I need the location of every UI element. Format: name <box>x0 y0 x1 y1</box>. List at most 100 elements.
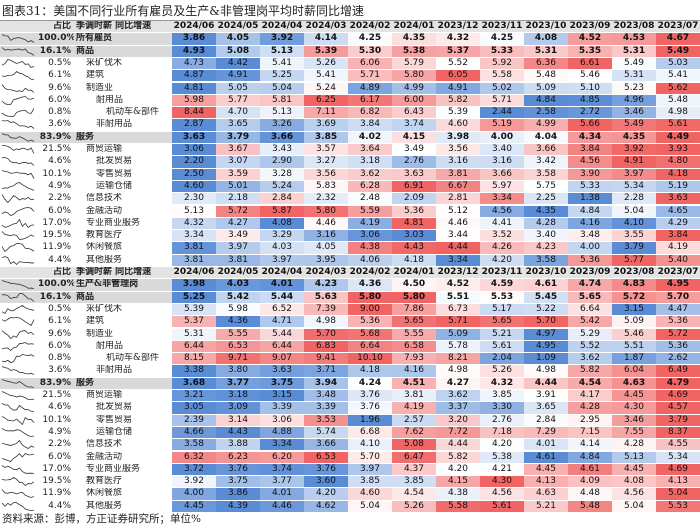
date-header: 2023/08 <box>612 21 656 33</box>
name-cell: 零售贸易 <box>96 168 133 179</box>
value-cell: 3.43 <box>260 144 304 156</box>
share-cell: 6.0% <box>48 205 71 216</box>
name-cell: 建筑 <box>86 316 105 327</box>
data-row: 4.9% 运输仓储 4.66 4.43 4.88 5.74 6.68 7.62 7.72 7.18… <box>0 426 700 440</box>
value-cell: 4.32 <box>172 217 216 230</box>
value-cell: 2.44 <box>480 107 524 119</box>
value-cell: 4.05 <box>304 242 348 254</box>
value-cell: 3.97 <box>260 254 304 266</box>
sparkline-path <box>1 304 35 314</box>
value-cell: 6.53 <box>216 340 260 353</box>
name-cell: 运输仓储 <box>96 426 133 437</box>
value-cell: 3.90 <box>568 168 612 180</box>
value-cell: 6.64 <box>348 340 392 353</box>
value-cell: 5.42 <box>216 291 260 303</box>
value-cell: 2.81 <box>436 193 480 205</box>
name-cell: 非耐用品 <box>96 365 133 376</box>
value-cell: 4.61 <box>524 279 568 291</box>
value-cell: 4.56 <box>568 156 612 168</box>
value-cell: 5.40 <box>656 254 700 266</box>
value-cell: 7.18 <box>480 426 524 439</box>
sparkline <box>1 464 35 474</box>
name-header: 季调时薪 同比增速 <box>74 21 172 33</box>
sparkline-path <box>1 255 34 265</box>
value-cell: 4.01 <box>260 279 304 291</box>
value-cell: 5.70 <box>348 451 392 463</box>
value-cell: 6.83 <box>304 340 348 353</box>
share-cell: 16.1% <box>38 45 74 57</box>
value-cell: 4.18 <box>392 254 436 266</box>
value-cell: 4.60 <box>436 119 480 131</box>
value-cell: 3.16 <box>436 156 480 168</box>
date-header: 2024/05 <box>216 21 260 33</box>
sparkline <box>1 206 35 216</box>
value-cell: 7.72 <box>436 426 480 439</box>
value-cell: 3.30 <box>480 402 524 414</box>
name-cell: 休闲餐旅 <box>86 242 123 253</box>
date-header: 2024/06 <box>172 21 216 33</box>
value-cell: 5.17 <box>480 303 524 316</box>
value-cell: 6.06 <box>348 57 392 70</box>
value-cell: 3.88 <box>216 439 260 451</box>
value-cell: 5.49 <box>612 57 656 70</box>
date-header: 2023/10 <box>524 21 568 33</box>
value-cell: 4.04 <box>524 131 568 143</box>
value-cell: 3.92 <box>260 33 304 45</box>
value-cell: 2.04 <box>480 353 524 365</box>
value-cell: 4.19 <box>348 217 392 230</box>
share-cell: 19.5% <box>42 230 71 241</box>
data-row: 11.9% 休闲餐旅 4.00 3.86 4.01 4.20 4.60 4.54 4.38 4.5… <box>0 488 700 501</box>
value-cell: 4.42 <box>216 57 260 70</box>
value-cell: 4.52 <box>568 33 612 45</box>
sparkline-cell <box>0 464 38 475</box>
value-cell: 3.77 <box>216 377 260 389</box>
value-cell: 6.73 <box>436 303 480 316</box>
value-cell: 5.04 <box>348 500 392 512</box>
value-cell: 5.48 <box>568 500 612 512</box>
date-header: 2024/03 <box>304 267 348 279</box>
value-cell: 5.63 <box>304 291 348 303</box>
value-cell: 4.01 <box>260 488 304 500</box>
value-cell: 5.45 <box>524 291 568 303</box>
sparkline-cell <box>0 156 38 167</box>
sparkline-path <box>1 120 35 130</box>
data-row: 3.6% 非耐用品 2.87 3.65 3.26 3.69 3.84 3.74 4.60 5.19… <box>0 119 700 132</box>
value-cell: 3.15 <box>612 303 656 316</box>
value-cell: 5.61 <box>480 340 524 353</box>
value-cell: 5.13 <box>172 205 216 217</box>
sparkline-path <box>1 403 35 413</box>
name-cell: 休闲餐旅 <box>86 488 123 499</box>
value-cell: 4.74 <box>568 279 612 291</box>
value-cell: 5.39 <box>172 303 216 316</box>
value-cell: 4.15 <box>392 131 436 143</box>
data-row: 100.0% 所有雇员 3.86 4.05 3.92 4.14 4.25 4.35 4.32 4.… <box>0 33 700 46</box>
sparkline-cell <box>0 230 38 241</box>
value-cell: 3.66 <box>524 144 568 156</box>
value-cell: 3.03 <box>392 230 436 242</box>
value-cell: 5.04 <box>612 205 656 217</box>
value-cell: 3.52 <box>480 230 524 242</box>
value-cell: 3.65 <box>524 402 568 414</box>
date-header: 2023/12 <box>436 267 480 279</box>
value-cell: 5.81 <box>260 94 304 107</box>
value-cell: 4.05 <box>216 33 260 45</box>
value-cell: 3.21 <box>172 390 216 402</box>
name-cell: 商品 <box>74 291 172 303</box>
value-cell: 4.85 <box>568 94 612 107</box>
value-cell: 5.26 <box>304 57 348 70</box>
value-cell: 5.75 <box>524 180 568 193</box>
value-cell: 3.76 <box>348 390 392 402</box>
sparkline-cell <box>0 291 38 303</box>
sparkline <box>1 181 35 191</box>
sparkline <box>1 218 35 228</box>
value-cell: 4.34 <box>568 131 612 143</box>
sparkline-path <box>1 489 35 499</box>
value-cell: 5.70 <box>524 316 568 328</box>
sparkline-cell <box>0 131 38 143</box>
name-cell: 专业商业服务 <box>86 463 141 474</box>
data-row: 0.8% 机动车&部件 8.44 4.70 5.13 7.11 6.82 6.43 5.39 2.… <box>0 107 700 120</box>
share-cell: 83.9% <box>38 377 74 389</box>
value-cell: 3.34 <box>260 439 304 451</box>
value-cell: 4.45 <box>172 500 216 512</box>
value-cell: 3.59 <box>216 168 260 180</box>
